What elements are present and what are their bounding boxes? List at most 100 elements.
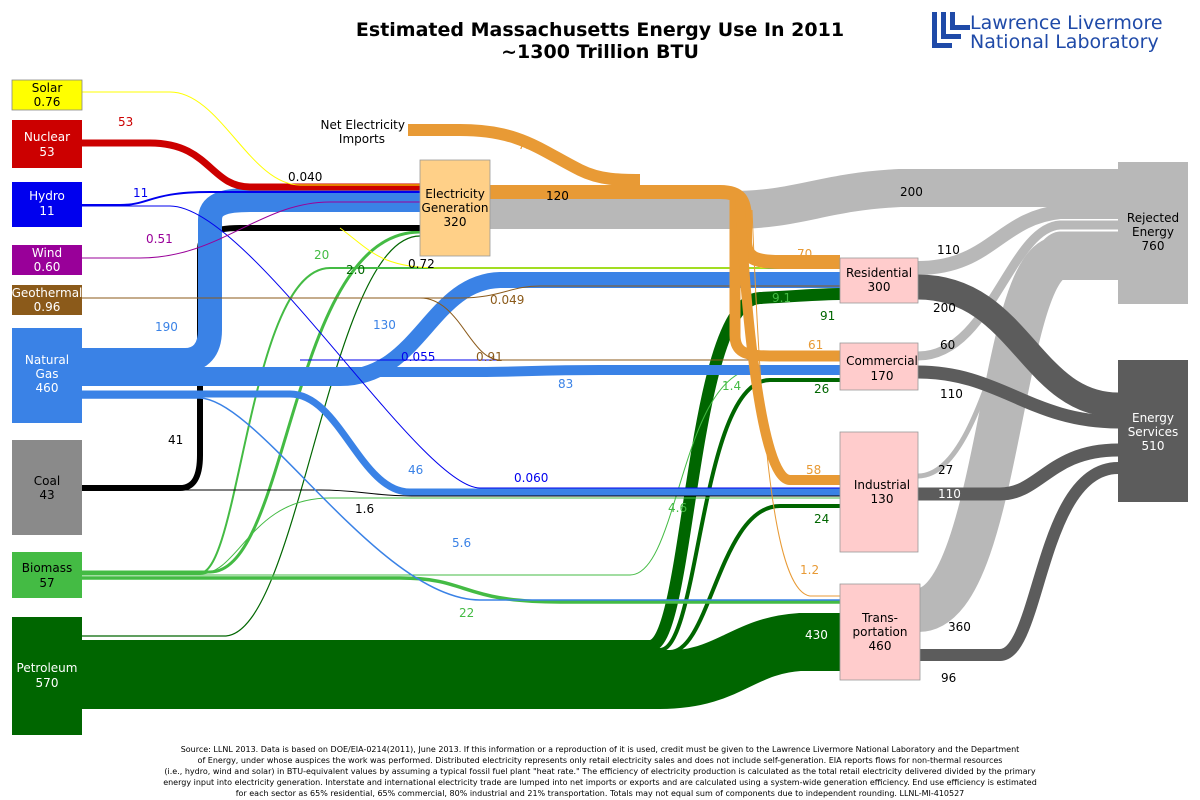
label-petroleum-to-elec: 2.0 [346, 263, 365, 277]
sector-transportation-value: 460 [869, 639, 892, 653]
flow-hydro-to-ind [80, 205, 840, 489]
flow-pet-to-com [80, 378, 840, 652]
flow-geo-to-com [80, 297, 840, 361]
sector-residential-name: Residential [846, 266, 912, 280]
label-coal-to-ind: 1.6 [355, 502, 374, 516]
sector-industrial-name: Industrial [854, 478, 910, 492]
source-coal: Coal 43 [12, 440, 82, 535]
source-note-line-2: of Energy, under whose auspices the work… [197, 756, 1003, 765]
label-ng-to-res: 130 [373, 318, 396, 332]
elec-gen-label-1: Electricity [425, 187, 485, 201]
flow-coal-to-ind [80, 489, 840, 497]
services-label-2: Services [1128, 425, 1179, 439]
flow-biomass-to-res [80, 267, 840, 574]
sector-residential: Residential 300 [839, 257, 919, 304]
flow-wind-to-elec [80, 201, 420, 259]
source-geothermal: Geothermal 0.96 [12, 285, 83, 315]
flow-pet-to-res [80, 288, 841, 652]
label-geo-to-com: 0.91 [476, 350, 503, 364]
source-coal-name: Coal [34, 474, 60, 488]
net-imports-label-2: Imports [339, 132, 385, 146]
source-natural-gas-name: Natural [25, 353, 69, 367]
source-hydro: Hydro 11 [12, 182, 82, 227]
flow-elec-to-com [729, 200, 840, 362]
flow-geo-to-res [80, 285, 840, 299]
label-pet-to-res: 91 [820, 309, 835, 323]
flow-nuclear-to-elec [80, 139, 420, 191]
label-net-imports: 72 [518, 138, 533, 152]
flow-biomass-to-trans [80, 576, 840, 604]
label-ng-to-ind: 46 [408, 463, 423, 477]
flow-res-to-rejected [917, 205, 1118, 275]
source-wind-value: 0.60 [34, 260, 61, 274]
source-biomass: Biomass 57 [12, 552, 82, 598]
label-biomass-to-trans: 22 [459, 606, 474, 620]
label-res-to-services: 200 [933, 301, 956, 315]
label-elec-to-res: 70 [797, 247, 812, 261]
flow-ind-to-services [918, 443, 1119, 501]
source-solar: Solar 0.76 [11, 79, 83, 111]
label-hydro-to-com: 0.055 [401, 350, 435, 364]
sector-transportation: Trans- portation 460 [839, 583, 921, 681]
sector-industrial-value: 130 [871, 492, 894, 506]
source-coal-value: 43 [39, 488, 54, 502]
source-biomass-name: Biomass [22, 561, 72, 575]
flow-com-to-services [917, 365, 1119, 429]
electricity-generation-box: Electricity Generation 320 [419, 159, 491, 257]
label-wind-to-elec: 0.51 [146, 232, 173, 246]
label-ng-to-elec: 190 [155, 320, 178, 334]
label-pet-to-com: 26 [814, 382, 829, 396]
label-pet-to-trans: 430 [805, 628, 828, 642]
label-res-to-rejected: 110 [937, 243, 960, 257]
flow-ng-to-elec [80, 188, 420, 372]
rejected-value: 760 [1142, 239, 1165, 253]
sink-energy-services: Energy Services 510 [1118, 360, 1188, 502]
llnl-logo: Lawrence Livermore National Laboratory [932, 12, 1163, 53]
source-natural-gas-value: 460 [36, 381, 59, 395]
sector-commercial: Commercial 170 [839, 342, 919, 391]
sector-transportation-name-2: portation [853, 625, 908, 639]
sector-commercial-name: Commercial [846, 354, 918, 368]
sink-boxes: Rejected Energy 760 Energy Services 510 [1118, 162, 1188, 502]
source-nuclear-name: Nuclear [24, 130, 70, 144]
label-com-to-services: 110 [940, 387, 963, 401]
flow-pet-to-ind [80, 504, 840, 654]
source-petroleum-name: Petroleum [17, 661, 78, 675]
label-elec-to-ind: 58 [806, 463, 821, 477]
source-nuclear-value: 53 [39, 145, 54, 159]
flow-trans-to-rejected [914, 236, 1118, 632]
label-coal-to-elec: 41 [168, 433, 183, 447]
logo-line-1: Lawrence Livermore [970, 12, 1163, 34]
flow-net-imports [408, 124, 641, 186]
chart-subtitle: ~1300 Trillion BTU [501, 41, 699, 63]
flow-hydro-to-elec [80, 191, 420, 206]
label-biomass-to-res: 9.1 [772, 291, 791, 305]
source-geothermal-name: Geothermal [12, 286, 83, 300]
source-note-line-5: for each sector as 65% residential, 65% … [235, 789, 965, 798]
flow-elec-to-ind [735, 199, 840, 485]
source-note: Source: LLNL 2013. Data is based on DOE/… [0, 744, 1200, 799]
label-biomass-to-ind: 4.6 [668, 501, 687, 515]
label-elec-to-rejected: 200 [900, 185, 923, 199]
source-biomass-value: 57 [39, 576, 54, 590]
flow-value-labels: 53 0.040 11 0.51 190 41 20 2.0 0.72 72 1… [118, 115, 971, 685]
label-hydro-to-ind: 0.060 [514, 471, 548, 485]
source-hydro-name: Hydro [29, 189, 65, 203]
label-com-to-rejected: 60 [940, 338, 955, 352]
source-wind: Wind 0.60 [12, 245, 82, 275]
source-note-line-4: energy input into electricity generation… [163, 778, 1037, 787]
sector-industrial: Industrial 130 [839, 431, 919, 553]
source-solar-name: Solar [32, 81, 63, 95]
flow-trans-to-services [918, 462, 1119, 661]
flow-elec-to-trans [751, 209, 840, 597]
source-natural-gas-name-2: Gas [36, 367, 59, 381]
flow-pet-to-elec [80, 235, 421, 637]
sector-commercial-value: 170 [871, 369, 894, 383]
flow-res-to-services [917, 274, 1119, 418]
sector-residential-value: 300 [868, 280, 891, 294]
chart-title: Estimated Massachusetts Energy Use In 20… [356, 19, 844, 41]
flow-solar-to-elec [80, 91, 420, 186]
label-trans-to-rejected: 360 [948, 620, 971, 634]
flow-pet-to-trans [80, 613, 840, 709]
